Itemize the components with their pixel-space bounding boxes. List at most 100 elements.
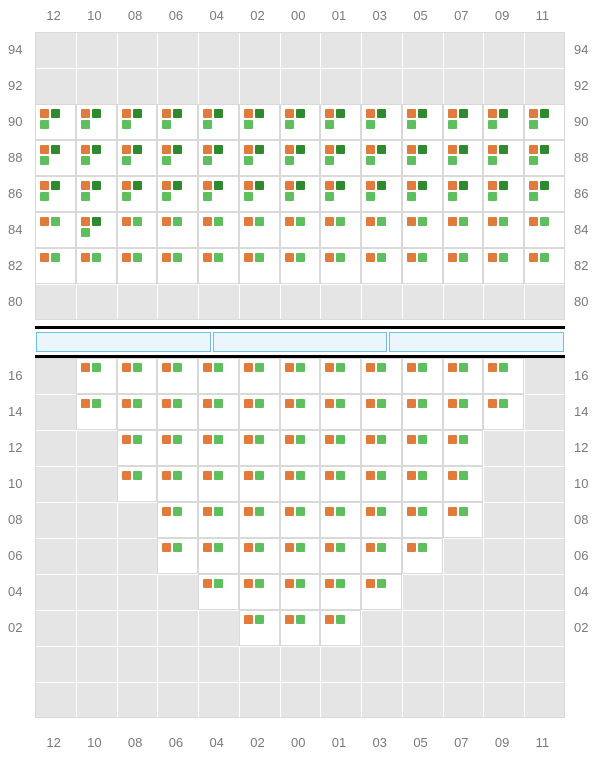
seat-cell[interactable] — [117, 248, 158, 284]
seat-cell[interactable] — [443, 394, 484, 430]
seat-cell[interactable] — [76, 104, 117, 140]
seat-cell[interactable] — [320, 610, 361, 646]
seat-cell[interactable] — [280, 140, 321, 176]
seat-cell[interactable] — [35, 104, 76, 140]
seat-cell[interactable] — [76, 394, 117, 430]
seat-cell[interactable] — [320, 466, 361, 502]
seat-cell[interactable] — [361, 538, 402, 574]
seat-cell[interactable] — [402, 358, 443, 394]
seat-cell[interactable] — [524, 104, 565, 140]
seat-cell[interactable] — [239, 430, 280, 466]
seat-cell[interactable] — [117, 466, 158, 502]
seat-cell[interactable] — [157, 502, 198, 538]
seat-cell[interactable] — [157, 248, 198, 284]
seat-cell[interactable] — [239, 502, 280, 538]
seat-cell[interactable] — [443, 212, 484, 248]
seat-cell[interactable] — [117, 430, 158, 466]
seat-cell[interactable] — [320, 502, 361, 538]
seat-cell[interactable] — [402, 140, 443, 176]
seat-cell[interactable] — [35, 176, 76, 212]
seat-cell[interactable] — [443, 358, 484, 394]
seat-cell[interactable] — [443, 502, 484, 538]
seat-cell[interactable] — [157, 466, 198, 502]
seat-cell[interactable] — [361, 212, 402, 248]
seat-cell[interactable] — [524, 176, 565, 212]
seat-cell[interactable] — [320, 248, 361, 284]
seat-cell[interactable] — [361, 574, 402, 610]
seat-cell[interactable] — [157, 176, 198, 212]
seat-cell[interactable] — [117, 104, 158, 140]
seat-cell[interactable] — [239, 574, 280, 610]
seat-cell[interactable] — [361, 394, 402, 430]
seat-cell[interactable] — [402, 176, 443, 212]
seat-cell[interactable] — [198, 466, 239, 502]
seat-cell[interactable] — [483, 358, 524, 394]
seat-cell[interactable] — [239, 538, 280, 574]
seat-cell[interactable] — [280, 502, 321, 538]
seat-cell[interactable] — [239, 176, 280, 212]
seat-cell[interactable] — [35, 248, 76, 284]
seat-cell[interactable] — [198, 358, 239, 394]
seat-cell[interactable] — [157, 394, 198, 430]
seat-cell[interactable] — [157, 358, 198, 394]
seat-cell[interactable] — [198, 140, 239, 176]
seat-cell[interactable] — [361, 358, 402, 394]
seat-cell[interactable] — [320, 212, 361, 248]
seat-cell[interactable] — [320, 574, 361, 610]
seat-cell[interactable] — [239, 610, 280, 646]
seat-cell[interactable] — [157, 140, 198, 176]
seat-cell[interactable] — [239, 248, 280, 284]
seat-cell[interactable] — [402, 394, 443, 430]
seat-cell[interactable] — [361, 466, 402, 502]
seat-cell[interactable] — [35, 140, 76, 176]
seat-cell[interactable] — [361, 502, 402, 538]
seat-cell[interactable] — [280, 610, 321, 646]
seat-cell[interactable] — [280, 466, 321, 502]
seat-cell[interactable] — [483, 212, 524, 248]
seat-cell[interactable] — [524, 140, 565, 176]
seat-cell[interactable] — [198, 394, 239, 430]
seat-cell[interactable] — [361, 176, 402, 212]
seat-cell[interactable] — [280, 538, 321, 574]
seat-cell[interactable] — [117, 358, 158, 394]
seat-cell[interactable] — [443, 466, 484, 502]
seat-cell[interactable] — [361, 140, 402, 176]
seat-cell[interactable] — [35, 212, 76, 248]
seat-cell[interactable] — [361, 430, 402, 466]
seat-cell[interactable] — [239, 394, 280, 430]
seat-cell[interactable] — [524, 212, 565, 248]
seat-cell[interactable] — [483, 176, 524, 212]
seat-cell[interactable] — [320, 140, 361, 176]
seat-cell[interactable] — [320, 394, 361, 430]
seat-cell[interactable] — [76, 176, 117, 212]
seat-cell[interactable] — [280, 394, 321, 430]
seat-cell[interactable] — [443, 248, 484, 284]
seat-cell[interactable] — [198, 248, 239, 284]
seat-cell[interactable] — [239, 104, 280, 140]
seat-cell[interactable] — [157, 212, 198, 248]
seat-cell[interactable] — [239, 358, 280, 394]
seat-cell[interactable] — [361, 104, 402, 140]
seat-cell[interactable] — [443, 430, 484, 466]
seat-cell[interactable] — [198, 176, 239, 212]
seat-cell[interactable] — [320, 538, 361, 574]
seat-cell[interactable] — [198, 212, 239, 248]
seat-cell[interactable] — [320, 430, 361, 466]
seat-cell[interactable] — [402, 538, 443, 574]
seat-cell[interactable] — [280, 212, 321, 248]
seat-cell[interactable] — [524, 248, 565, 284]
seat-cell[interactable] — [157, 104, 198, 140]
seat-cell[interactable] — [443, 104, 484, 140]
seat-cell[interactable] — [483, 394, 524, 430]
seat-cell[interactable] — [76, 248, 117, 284]
seat-cell[interactable] — [76, 212, 117, 248]
seat-cell[interactable] — [198, 502, 239, 538]
seat-cell[interactable] — [239, 212, 280, 248]
seat-cell[interactable] — [198, 538, 239, 574]
seat-cell[interactable] — [117, 140, 158, 176]
seat-cell[interactable] — [320, 358, 361, 394]
seat-cell[interactable] — [443, 140, 484, 176]
seat-cell[interactable] — [280, 430, 321, 466]
seat-cell[interactable] — [76, 358, 117, 394]
seat-cell[interactable] — [117, 176, 158, 212]
